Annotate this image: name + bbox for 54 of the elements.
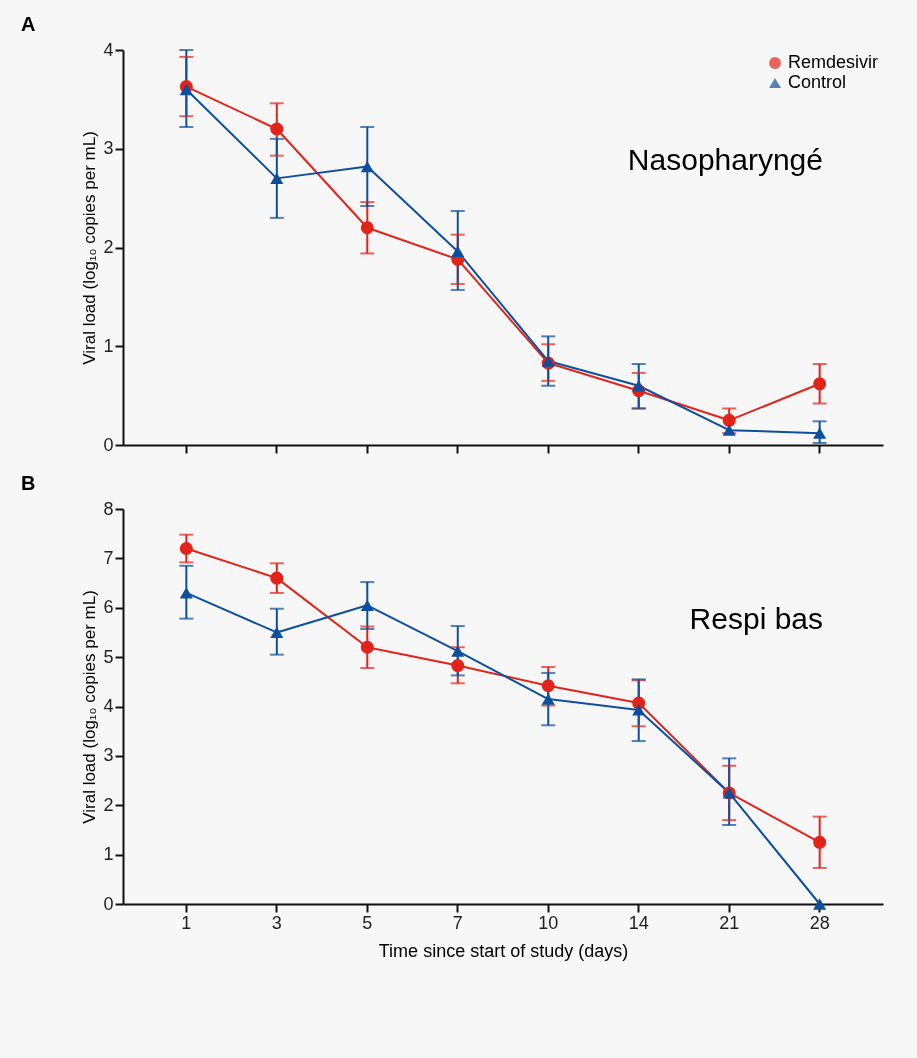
point — [179, 541, 193, 556]
x-tick-label: 14 — [628, 912, 649, 933]
y-axis-title: Viral load (log₁₀ copies per mL) — [80, 590, 100, 824]
y-tick-label: 3 — [103, 745, 114, 766]
point — [813, 377, 827, 391]
y-tick-label: 0 — [103, 434, 114, 455]
point — [813, 835, 827, 849]
point — [360, 160, 374, 173]
point — [813, 427, 827, 439]
point — [360, 599, 374, 611]
x-tick-label: 1 — [181, 912, 192, 933]
annotation: Respi bas — [689, 601, 823, 635]
point — [451, 645, 465, 657]
point — [722, 424, 736, 436]
point — [632, 380, 646, 392]
point — [722, 413, 736, 427]
point — [360, 221, 374, 235]
point — [270, 122, 284, 136]
y-tick-label: 0 — [103, 893, 114, 914]
point — [270, 571, 284, 585]
y-tick-label: 2 — [103, 237, 114, 257]
legend-label: Control — [788, 72, 847, 92]
x-tick-label: 10 — [538, 912, 559, 933]
x-tick-label: 7 — [452, 912, 463, 933]
x-tick-label: 21 — [719, 912, 740, 933]
y-tick-label: 3 — [103, 138, 114, 159]
x-tick-label: 3 — [271, 912, 282, 933]
y-tick-label: 1 — [103, 335, 114, 356]
legend-label: Remdesivir — [788, 52, 879, 72]
point — [360, 640, 374, 654]
point — [451, 245, 465, 258]
y-tick-label: 2 — [103, 794, 114, 815]
point — [270, 626, 284, 639]
y-tick-label: 1 — [103, 844, 114, 865]
annotation: Nasopharyngé — [627, 142, 823, 176]
chart-title: A — [20, 13, 36, 35]
point — [451, 659, 465, 673]
x-tick-label: 28 — [809, 912, 830, 933]
y-tick-label: 7 — [103, 547, 114, 568]
point — [179, 587, 193, 599]
point — [541, 679, 555, 693]
x-tick-label: 5 — [362, 912, 373, 933]
point — [541, 693, 555, 705]
y-tick-label: 6 — [103, 597, 114, 618]
point — [270, 172, 284, 185]
x-axis-title: Time since start of study (days) — [378, 940, 629, 961]
point — [632, 704, 646, 716]
y-tick-label: 4 — [103, 696, 114, 716]
point — [813, 898, 827, 910]
y-tick-label: 4 — [103, 39, 114, 60]
y-axis-title: Viral load (log₁₀ copies per mL) — [80, 131, 100, 365]
chart-title: B — [20, 472, 36, 494]
y-tick-label: 8 — [103, 498, 114, 519]
y-tick-label: 5 — [103, 646, 114, 667]
